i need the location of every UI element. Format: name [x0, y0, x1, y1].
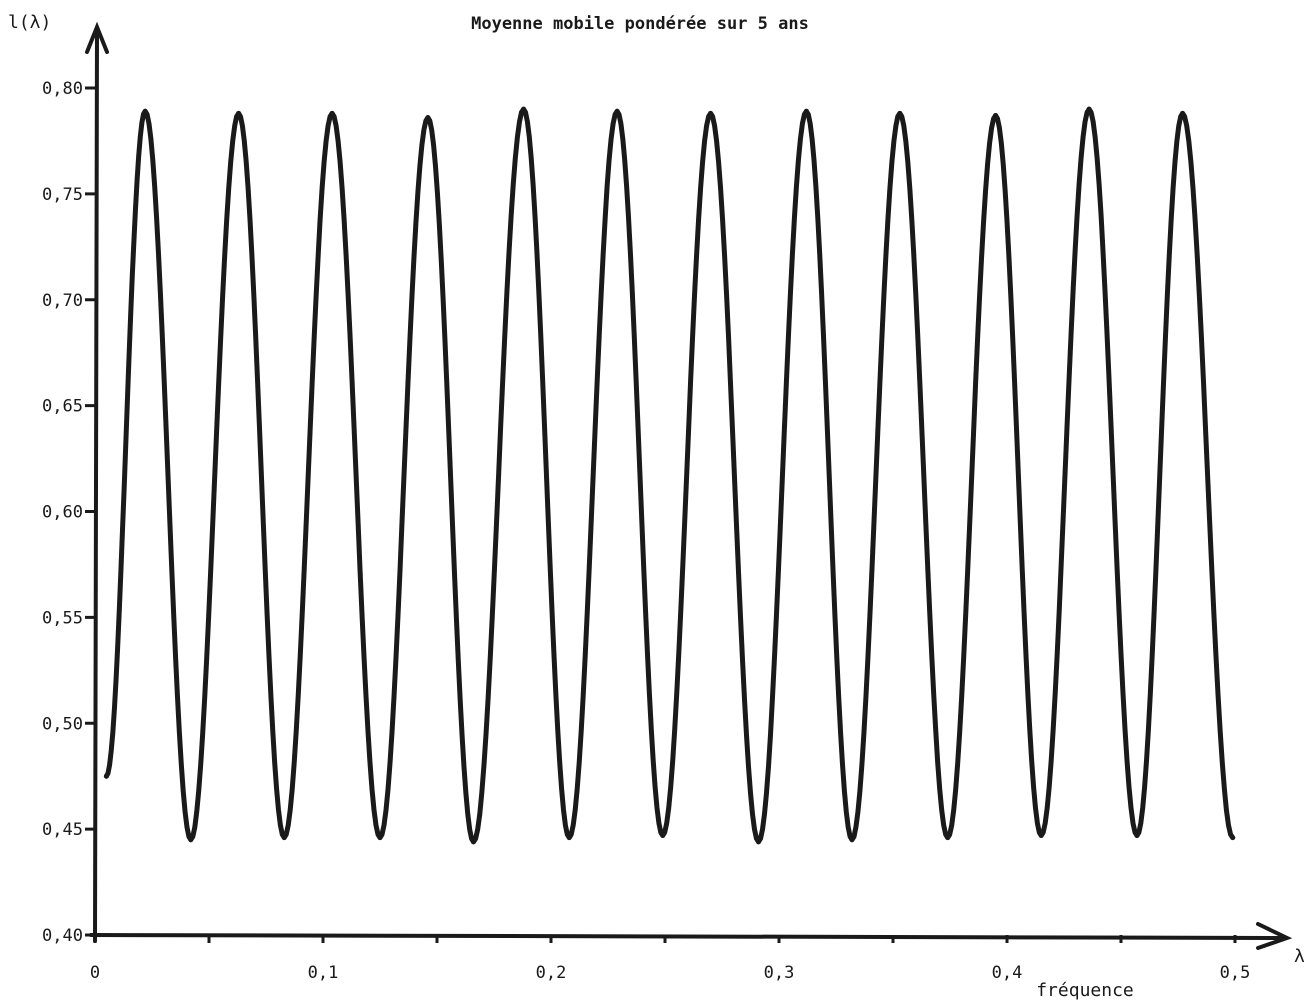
y-tick-label: 0,45 — [42, 820, 83, 840]
y-axis-arrow — [85, 21, 109, 54]
data-point — [236, 110, 242, 116]
data-point — [188, 837, 194, 843]
data-point — [521, 106, 527, 112]
x-ticks: 0 0,1 0,2 0,3 0,4 0,5 — [90, 935, 1250, 983]
y-axis — [93, 28, 99, 943]
y-axis-label: l(λ) — [8, 12, 51, 33]
data-point — [281, 835, 287, 841]
data-point — [1180, 110, 1186, 116]
data-point — [329, 110, 335, 116]
axes — [85, 21, 1293, 950]
series-line — [103, 106, 1236, 845]
data-point — [103, 773, 109, 779]
data-point — [377, 835, 383, 841]
data-point — [1230, 835, 1236, 841]
data-point — [1134, 832, 1140, 838]
data-point — [849, 837, 855, 843]
y-tick-label: 0,40 — [42, 926, 83, 946]
plot-area — [103, 106, 1236, 845]
data-point — [142, 108, 148, 114]
data-point — [470, 839, 476, 845]
x-axis-caption: fréquence — [1036, 980, 1134, 1001]
x-tick-label: 0 — [90, 963, 100, 983]
data-point — [803, 108, 809, 114]
x-tick-label: 0,1 — [308, 963, 339, 983]
data-point — [708, 110, 714, 116]
data-point — [660, 832, 666, 838]
y-tick-label: 0,65 — [42, 397, 83, 417]
data-point — [897, 110, 903, 116]
x-tick-label: 0,4 — [992, 963, 1023, 983]
data-point — [945, 835, 951, 841]
chart-title: Moyenne mobile pondérée sur 5 ans — [471, 14, 809, 34]
data-point — [1038, 832, 1044, 838]
y-tick-label: 0,50 — [42, 714, 83, 734]
data-point — [1086, 106, 1092, 112]
data-point — [614, 108, 620, 114]
data-point — [425, 115, 431, 121]
y-tick-label: 0,55 — [42, 608, 83, 628]
series-points — [103, 106, 1236, 845]
x-tick-label: 0,3 — [764, 963, 795, 983]
x-axis — [89, 933, 1287, 940]
y-ticks: 0,40 0,45 0,50 0,55 0,60 0,65 0,70 0,75 0,80 — [42, 79, 95, 946]
x-tick-label: 0,5 — [1220, 963, 1251, 983]
x-axis-label: λ — [1294, 946, 1305, 967]
data-point — [566, 835, 572, 841]
data-point — [993, 113, 999, 119]
y-tick-label: 0,60 — [42, 503, 83, 523]
x-axis-arrow — [1256, 922, 1293, 950]
x-tick-label: 0,2 — [536, 963, 567, 983]
y-tick-label: 0,75 — [42, 185, 83, 205]
data-point — [755, 839, 761, 845]
y-tick-label: 0,70 — [42, 291, 83, 311]
y-tick-label: 0,80 — [42, 79, 83, 99]
